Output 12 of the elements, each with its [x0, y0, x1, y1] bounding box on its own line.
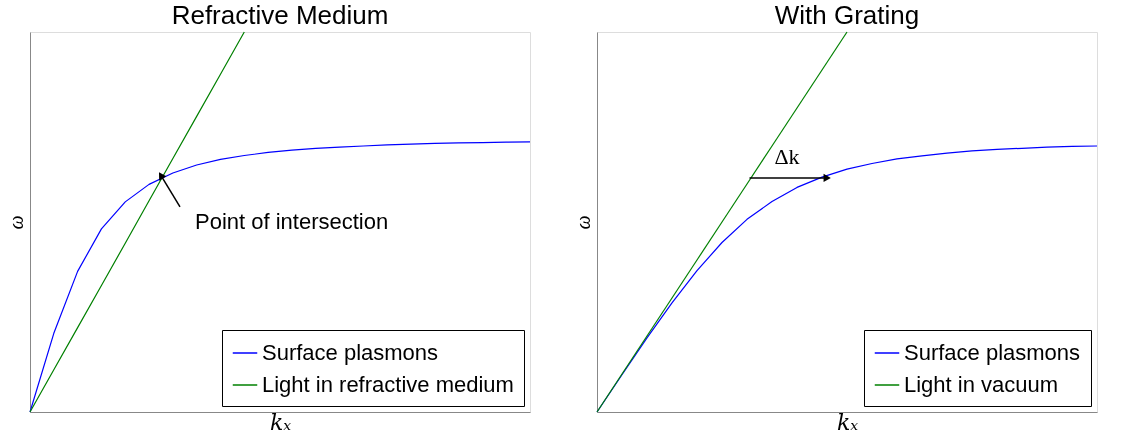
- y-axis-title: ω: [4, 215, 27, 230]
- x-axis-title: kₓ: [836, 409, 859, 435]
- chart-title: With Grating: [774, 0, 920, 31]
- annotation: Point of intersection: [195, 209, 389, 234]
- legend-label: Light in vacuum: [904, 372, 1059, 397]
- legend-label: Surface plasmons: [262, 340, 439, 365]
- annotation: Δk: [774, 144, 800, 170]
- chart-title: Refractive Medium: [171, 0, 389, 31]
- legend-label: Light in refractive medium: [262, 372, 514, 397]
- legend-label: Surface plasmons: [904, 340, 1081, 365]
- y-axis-title: ω: [571, 215, 594, 230]
- x-axis-title: kₓ: [269, 409, 292, 435]
